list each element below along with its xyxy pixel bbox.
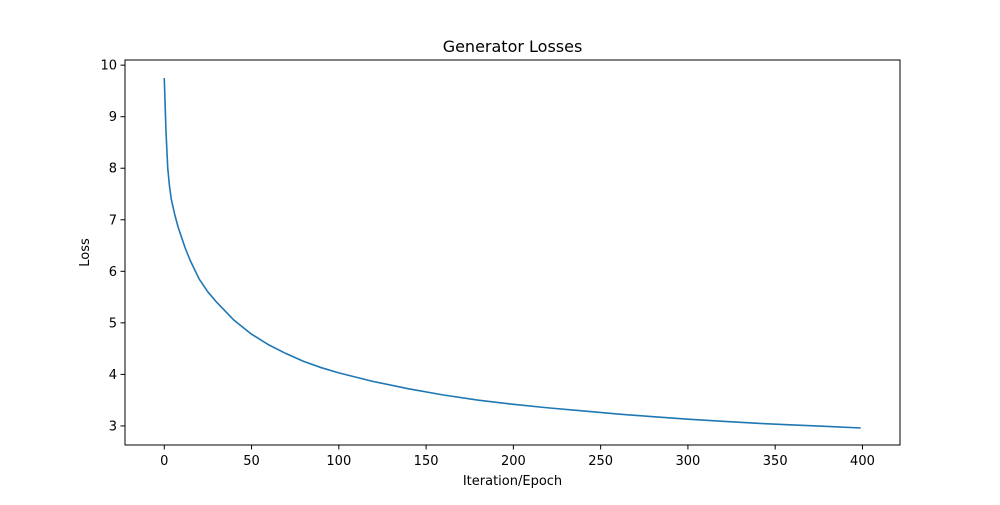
y-tick-label: 10 — [100, 59, 117, 74]
y-tick-label: 4 — [109, 368, 117, 383]
x-axis-ticks: 0 50 100 150 200 250 300 350 400 — [160, 445, 875, 469]
y-axis-label: Loss — [78, 238, 93, 267]
y-tick-label: 9 — [109, 110, 117, 125]
y-tick-label: 8 — [109, 162, 117, 177]
x-tick-label: 300 — [676, 454, 701, 469]
y-tick-label: 5 — [109, 316, 117, 331]
plot-area — [163, 78, 861, 429]
series-line — [163, 78, 861, 429]
x-tick-label: 200 — [501, 454, 526, 469]
y-axis-ticks: 3 4 5 6 7 8 9 10 — [100, 59, 125, 434]
axes-frame — [124, 59, 901, 446]
x-tick-label: 0 — [160, 454, 168, 469]
x-axis-label: Iteration/Epoch — [463, 474, 562, 489]
y-tick-label: 6 — [109, 265, 117, 280]
y-tick-label: 3 — [109, 419, 117, 434]
x-tick-label: 100 — [326, 454, 351, 469]
x-tick-label: 150 — [414, 454, 439, 469]
x-tick-label: 400 — [850, 454, 875, 469]
chart-title: Generator Losses — [443, 37, 583, 56]
x-tick-label: 350 — [763, 454, 788, 469]
y-tick-label: 7 — [109, 213, 117, 228]
x-tick-label: 250 — [588, 454, 613, 469]
x-tick-label: 50 — [243, 454, 260, 469]
